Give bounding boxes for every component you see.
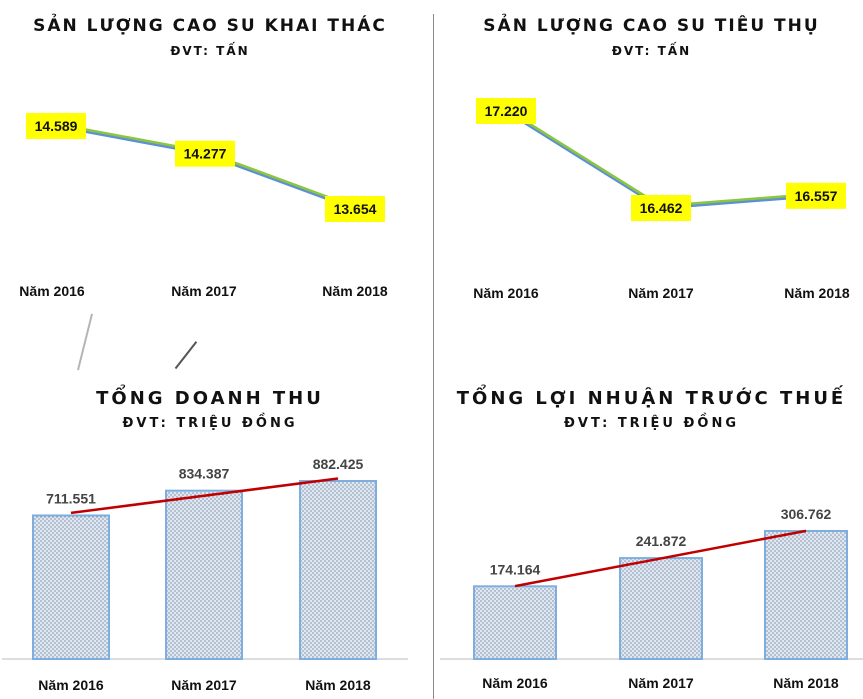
- data-label: 882.425: [313, 456, 364, 472]
- category-tick-label: Năm 2016: [473, 285, 539, 301]
- chart-panel-doanh-thu: TỔNG DOANH THU ĐVT: TRIỆU ĐỒNG 711.551 Nă…: [0, 380, 420, 699]
- data-label-text: 16.462: [640, 200, 683, 216]
- data-label: 13.654: [325, 196, 385, 222]
- line-chart-tieu-thu: 17.220 16.462 16.557 Năm 2016 Năm 2017 Năm 20…: [473, 98, 850, 301]
- trendline: [514, 529, 807, 588]
- bar: [473, 585, 557, 660]
- category-tick-label: Năm 2018: [784, 285, 850, 301]
- chart-subtitle: ĐVT: TRIỆU ĐỒNG: [563, 416, 739, 431]
- chart-subtitle: ĐVT: TRIỆU ĐỒNG: [122, 416, 298, 431]
- data-label: 17.220: [476, 98, 536, 124]
- series-line-green: [505, 107, 817, 208]
- data-label-bg: [476, 98, 536, 124]
- data-label-text: 13.654: [334, 201, 377, 217]
- data-label-bg: [175, 140, 235, 167]
- bar: [299, 480, 377, 660]
- chart-panel-khai-thac: SẢN LƯỢNG CAO SU KHAI THÁC ĐVT: TẤN 14.5…: [0, 0, 420, 310]
- data-label-text: 14.589: [35, 118, 78, 134]
- data-label-text: 14.277: [184, 146, 227, 162]
- chart-title: SẢN LƯỢNG CAO SU KHAI THÁC: [33, 16, 387, 36]
- category-tick-label: Năm 2017: [628, 285, 694, 301]
- bar: [764, 530, 848, 660]
- category-tick-label: Năm 2016: [482, 675, 548, 691]
- data-label: 711.551: [46, 490, 96, 506]
- series-line-blue: [55, 124, 356, 211]
- data-label-bg: [786, 182, 846, 209]
- category-tick-label: Năm 2017: [171, 283, 237, 299]
- trendline: [70, 477, 339, 515]
- chart-subtitle: ĐVT: TẤN: [170, 44, 250, 58]
- category-tick-label: Năm 2016: [38, 677, 104, 693]
- chart-title: TỔNG LỢI NHUẬN TRƯỚC THUẾ: [456, 388, 847, 409]
- chart-title: TỔNG DOANH THU: [96, 388, 324, 409]
- category-tick-label: Năm 2017: [628, 675, 694, 691]
- data-label-text: 16.557: [795, 188, 838, 204]
- line-chart-khai-thac: 14.589 14.277 13.654 Năm 2016 Năm 2017 Năm 20…: [19, 113, 388, 299]
- data-label-text: 17.220: [485, 103, 528, 119]
- data-label-bg: [26, 113, 86, 139]
- vertical-divider: [433, 14, 434, 699]
- data-label: 16.462: [631, 195, 691, 221]
- series-line-blue: [505, 109, 817, 210]
- data-label: 14.589: [26, 113, 86, 139]
- category-tick-label: Năm 2018: [322, 283, 388, 299]
- chart-title: SẢN LƯỢNG CAO SU TIÊU THỤ: [483, 16, 820, 36]
- chart-panel-loi-nhuan: TỔNG LỢI NHUẬN TRƯỚC THUẾ ĐVT: TRIỆU ĐỒN…: [440, 380, 863, 699]
- data-label: 834.387: [179, 466, 230, 482]
- bar: [619, 557, 703, 661]
- decorative-slash-1: [77, 313, 93, 371]
- chart-panel-tieu-thu: SẢN LƯỢNG CAO SU TIÊU THỤ ĐVT: TẤN 17.22…: [440, 0, 863, 310]
- data-label: 241.872: [636, 533, 687, 549]
- data-label: 174.164: [490, 561, 541, 577]
- data-label: 306.762: [781, 506, 832, 522]
- decorative-slash-2: [174, 341, 197, 369]
- category-tick-label: Năm 2018: [305, 677, 371, 693]
- chart-subtitle: ĐVT: TẤN: [611, 44, 692, 58]
- bar-chart-doanh-thu: 711.551 Năm 2016 834.387 Năm 2017 882.425 Năm…: [2, 456, 408, 693]
- bar-chart-loi-nhuan: 174.164 Năm 2016 241.872 Năm 2017 306.762 Năm…: [440, 506, 863, 691]
- bar: [32, 514, 110, 660]
- category-tick-label: Năm 2018: [773, 675, 839, 691]
- data-label-bg: [631, 195, 691, 221]
- data-label-bg: [325, 196, 385, 222]
- category-tick-label: Năm 2016: [19, 283, 85, 299]
- data-label: 16.557: [786, 182, 846, 209]
- bar: [165, 489, 243, 660]
- data-label: 14.277: [175, 140, 235, 167]
- category-tick-label: Năm 2017: [171, 677, 237, 693]
